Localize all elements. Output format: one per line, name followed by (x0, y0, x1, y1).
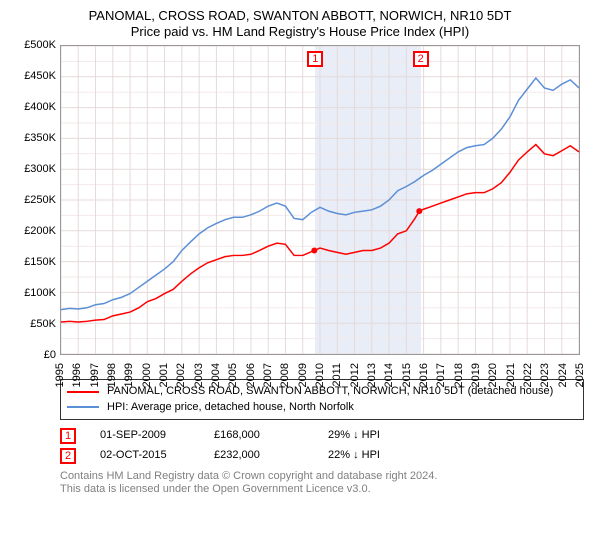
x-tick-label: 2009 (297, 363, 309, 387)
x-tick-label: 2023 (539, 363, 551, 387)
y-tick-label: £150K (24, 256, 56, 268)
x-tick-label: 2019 (470, 363, 482, 387)
y-tick-label: £400K (24, 101, 56, 113)
page-root: PANOMAL, CROSS ROAD, SWANTON ABBOTT, NOR… (0, 0, 600, 560)
x-tick-label: 2003 (193, 363, 205, 387)
x-tick-label: 2010 (314, 363, 326, 387)
x-tick-label: 1995 (54, 363, 66, 387)
sale-number-box: 2 (60, 448, 76, 464)
sales-row: 1 01-SEP-2009 £168,000 29% ↓ HPI (60, 426, 584, 446)
legend-swatch (67, 406, 99, 408)
y-tick-label: £300K (24, 163, 56, 175)
sales-table: 1 01-SEP-2009 £168,000 29% ↓ HPI 2 02-OCT-201… (60, 426, 584, 466)
x-tick-label: 2012 (349, 363, 361, 387)
x-tick-label: 2021 (505, 363, 517, 387)
x-tick-label: 2011 (331, 363, 343, 387)
x-tick-label: 2015 (401, 363, 413, 387)
sale-delta: 29% ↓ HPI (328, 426, 418, 446)
x-tick-label: 2016 (418, 363, 430, 387)
x-tick-label: 2018 (453, 363, 465, 387)
x-tick-label: 2014 (383, 363, 395, 387)
y-tick-label: £50K (30, 318, 56, 330)
x-tick-label: 2004 (210, 363, 222, 387)
sale-delta: 22% ↓ HPI (328, 446, 418, 466)
chart-svg (61, 46, 579, 354)
x-tick-label: 2000 (141, 363, 153, 387)
x-tick-label: 2008 (279, 363, 291, 387)
x-tick-label: 2020 (487, 363, 499, 387)
x-tick-label: 2002 (175, 363, 187, 387)
chart-title: PANOMAL, CROSS ROAD, SWANTON ABBOTT, NOR… (16, 8, 584, 24)
x-tick-label: 1996 (71, 363, 83, 387)
sale-marker: 2 (413, 51, 429, 67)
y-tick-label: £350K (24, 132, 56, 144)
y-tick-label: £500K (24, 39, 56, 51)
x-tick-label: 2005 (227, 363, 239, 387)
y-axis: £0£50K£100K£150K£200K£250K£300K£350K£400… (16, 45, 60, 355)
chart-area: £0 £50K £100K £150K £200K £250K £300K £350K £400… (16, 45, 584, 375)
legend-label: HPI: Average price, detached house, Nort… (107, 400, 354, 415)
y-tick-label: £450K (24, 70, 56, 82)
copyright-line: Contains HM Land Registry data © Crown c… (60, 470, 584, 484)
x-tick-label: 2001 (158, 363, 170, 387)
copyright: Contains HM Land Registry data © Crown c… (60, 470, 584, 498)
x-tick-label: 1998 (106, 363, 118, 387)
sale-price: £168,000 (214, 426, 304, 446)
x-tick-label: 2006 (245, 363, 257, 387)
sale-date: 01-SEP-2009 (100, 426, 190, 446)
x-tick-label: 2013 (366, 363, 378, 387)
plot-area: 12 (60, 45, 580, 355)
y-tick-label: £250K (24, 194, 56, 206)
y-tick-label: £100K (24, 287, 56, 299)
sales-row: 2 02-OCT-2015 £232,000 22% ↓ HPI (60, 446, 584, 466)
sale-marker: 1 (307, 51, 323, 67)
legend-item: HPI: Average price, detached house, Nort… (67, 400, 577, 415)
copyright-line: This data is licensed under the Open Gov… (60, 483, 584, 497)
x-tick-label: 2024 (557, 363, 569, 387)
legend-swatch (67, 391, 99, 393)
x-axis: 1995199619971998199920002001200220032004… (60, 355, 580, 375)
sale-date: 02-OCT-2015 (100, 446, 190, 466)
x-tick-label: 2007 (262, 363, 274, 387)
y-tick-label: £200K (24, 225, 56, 237)
x-tick-label: 2022 (522, 363, 534, 387)
sale-price: £232,000 (214, 446, 304, 466)
x-tick-label: 1997 (89, 363, 101, 387)
y-tick-label: £0 (44, 349, 56, 361)
x-tick-label: 1999 (123, 363, 135, 387)
x-tick-label: 2025 (574, 363, 586, 387)
x-tick-label: 2017 (435, 363, 447, 387)
chart-subtitle: Price paid vs. HM Land Registry's House … (16, 24, 584, 40)
sale-number-box: 1 (60, 428, 76, 444)
